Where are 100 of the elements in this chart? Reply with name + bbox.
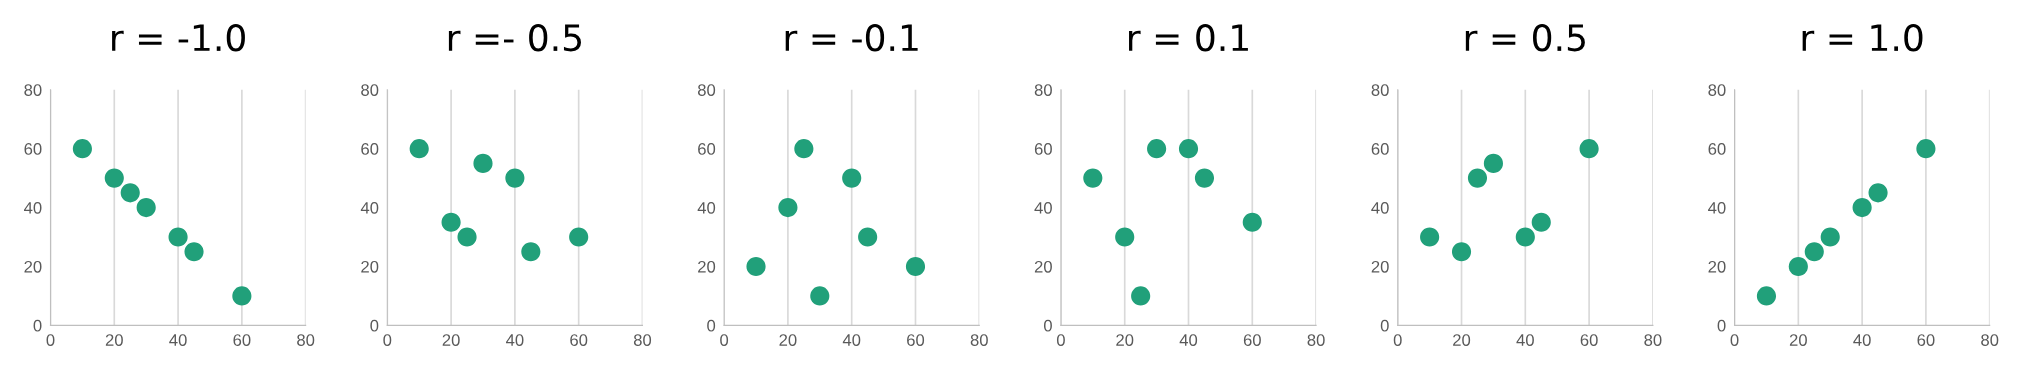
y-tick-label: 40 bbox=[1034, 201, 1052, 214]
point bbox=[1868, 183, 1888, 203]
point bbox=[1115, 227, 1135, 247]
y-tick-label: 40 bbox=[1708, 201, 1726, 214]
point bbox=[1194, 168, 1215, 188]
x-tick-label: 80 bbox=[297, 334, 315, 346]
point bbox=[457, 227, 477, 247]
x-tick-label: 60 bbox=[1580, 334, 1598, 346]
point bbox=[778, 198, 798, 218]
x-tick-label: 60 bbox=[1917, 334, 1935, 346]
point bbox=[136, 198, 156, 218]
y-tick-label: 20 bbox=[361, 260, 379, 273]
y-tick-label: 80 bbox=[361, 84, 379, 96]
point bbox=[746, 256, 766, 277]
point bbox=[1788, 256, 1808, 277]
x-tick-label: 60 bbox=[570, 334, 588, 346]
point bbox=[473, 153, 493, 173]
y-tick-label: 0 bbox=[1380, 319, 1389, 332]
x-tick-label: 0 bbox=[1393, 334, 1402, 346]
point bbox=[120, 183, 140, 203]
y-tick-label: 20 bbox=[698, 260, 716, 273]
point bbox=[1178, 139, 1199, 159]
point bbox=[842, 168, 862, 188]
chart-title: r = 1.0 bbox=[1802, 24, 1923, 52]
y-tick-label: 60 bbox=[698, 143, 716, 155]
y-tick-label: 80 bbox=[1034, 84, 1052, 96]
x-tick-label: 80 bbox=[1644, 334, 1662, 346]
point bbox=[409, 139, 429, 159]
point bbox=[905, 256, 926, 277]
point bbox=[1420, 227, 1440, 247]
point bbox=[104, 168, 124, 188]
point bbox=[1852, 198, 1872, 218]
x-tick-label: 20 bbox=[779, 334, 797, 346]
point bbox=[1804, 242, 1824, 262]
point bbox=[505, 168, 525, 188]
x-tick-label: 0 bbox=[383, 334, 392, 346]
x-tick-label: 40 bbox=[1179, 334, 1198, 346]
point bbox=[168, 227, 188, 247]
point bbox=[521, 242, 541, 262]
point bbox=[1083, 168, 1103, 188]
point bbox=[569, 227, 589, 247]
point bbox=[1242, 212, 1262, 232]
y-tick-label: 20 bbox=[1371, 260, 1389, 273]
x-tick-label: 20 bbox=[1789, 334, 1807, 346]
y-tick-label: 0 bbox=[370, 319, 379, 332]
point bbox=[1467, 168, 1488, 188]
point bbox=[858, 227, 878, 247]
x-tick-label: 80 bbox=[633, 334, 652, 346]
y-tick-label: 20 bbox=[1034, 260, 1052, 273]
point bbox=[72, 139, 92, 159]
y-tick-label: 0 bbox=[1043, 319, 1052, 332]
y-tick-label: 80 bbox=[24, 84, 42, 96]
y-tick-label: 80 bbox=[1708, 84, 1726, 96]
y-tick-label: 20 bbox=[24, 260, 42, 273]
point bbox=[1579, 139, 1599, 159]
point bbox=[810, 286, 830, 306]
x-tick-label: 40 bbox=[506, 334, 524, 346]
y-tick-label: 40 bbox=[1371, 201, 1389, 214]
x-tick-label: 80 bbox=[970, 334, 988, 346]
point bbox=[1756, 286, 1776, 306]
point bbox=[794, 139, 814, 159]
y-tick-label: 40 bbox=[360, 201, 379, 214]
y-tick-label: 0 bbox=[1717, 319, 1726, 332]
y-tick-label: 80 bbox=[1371, 84, 1389, 96]
x-tick-label: 0 bbox=[1730, 334, 1739, 346]
chart-title: r = 0.1 bbox=[1129, 24, 1248, 52]
chart-title: r = 0.5 bbox=[1465, 24, 1585, 52]
x-tick-label: 20 bbox=[105, 334, 123, 346]
y-tick-label: 20 bbox=[1708, 260, 1726, 273]
y-tick-label: 60 bbox=[1708, 143, 1726, 155]
x-tick-label: 40 bbox=[842, 334, 861, 346]
y-tick-label: 0 bbox=[707, 319, 716, 332]
x-tick-label: 0 bbox=[46, 334, 55, 346]
x-tick-label: 60 bbox=[907, 334, 925, 346]
x-tick-label: 20 bbox=[442, 334, 460, 346]
y-tick-label: 60 bbox=[24, 143, 42, 155]
point bbox=[1531, 212, 1551, 232]
point bbox=[1515, 227, 1535, 247]
chart-title: r =- 0.5 bbox=[448, 24, 581, 52]
x-tick-label: 60 bbox=[1243, 334, 1261, 346]
x-tick-label: 60 bbox=[233, 334, 251, 346]
point bbox=[441, 212, 461, 232]
point bbox=[1483, 153, 1503, 173]
point bbox=[1820, 227, 1840, 247]
x-tick-label: 20 bbox=[1453, 334, 1471, 346]
y-tick-label: 40 bbox=[24, 201, 42, 214]
y-tick-label: 60 bbox=[361, 143, 379, 155]
point bbox=[184, 242, 204, 262]
x-tick-label: 0 bbox=[720, 334, 729, 346]
y-tick-label: 80 bbox=[697, 84, 716, 96]
x-tick-label: 0 bbox=[1056, 334, 1065, 346]
chart-title: r = -1.0 bbox=[112, 24, 245, 52]
point bbox=[1147, 139, 1167, 159]
point bbox=[1916, 139, 1936, 159]
x-tick-label: 80 bbox=[1307, 334, 1325, 346]
point bbox=[1451, 242, 1472, 262]
x-tick-label: 40 bbox=[169, 334, 187, 346]
point bbox=[1131, 286, 1151, 306]
y-tick-label: 60 bbox=[1371, 143, 1389, 155]
x-tick-label: 40 bbox=[1516, 334, 1534, 346]
